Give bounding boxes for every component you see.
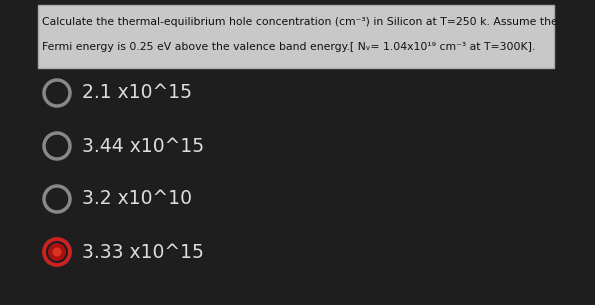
Circle shape (48, 243, 66, 261)
Circle shape (52, 247, 61, 257)
Text: Calculate the thermal-equilibrium hole concentration (cm⁻³) in Silicon at T=250 : Calculate the thermal-equilibrium hole c… (42, 17, 558, 27)
FancyBboxPatch shape (38, 5, 554, 68)
Text: 3.2 x10^10: 3.2 x10^10 (82, 189, 192, 209)
Text: Fermi energy is 0.25 eV above the valence band energy.[ Nᵥ= 1.04x10¹⁹ cm⁻³ at T=: Fermi energy is 0.25 eV above the valenc… (42, 42, 536, 52)
Text: 2.1 x10^15: 2.1 x10^15 (82, 84, 192, 102)
Text: 3.44 x10^15: 3.44 x10^15 (82, 137, 204, 156)
Text: 3.33 x10^15: 3.33 x10^15 (82, 242, 204, 261)
